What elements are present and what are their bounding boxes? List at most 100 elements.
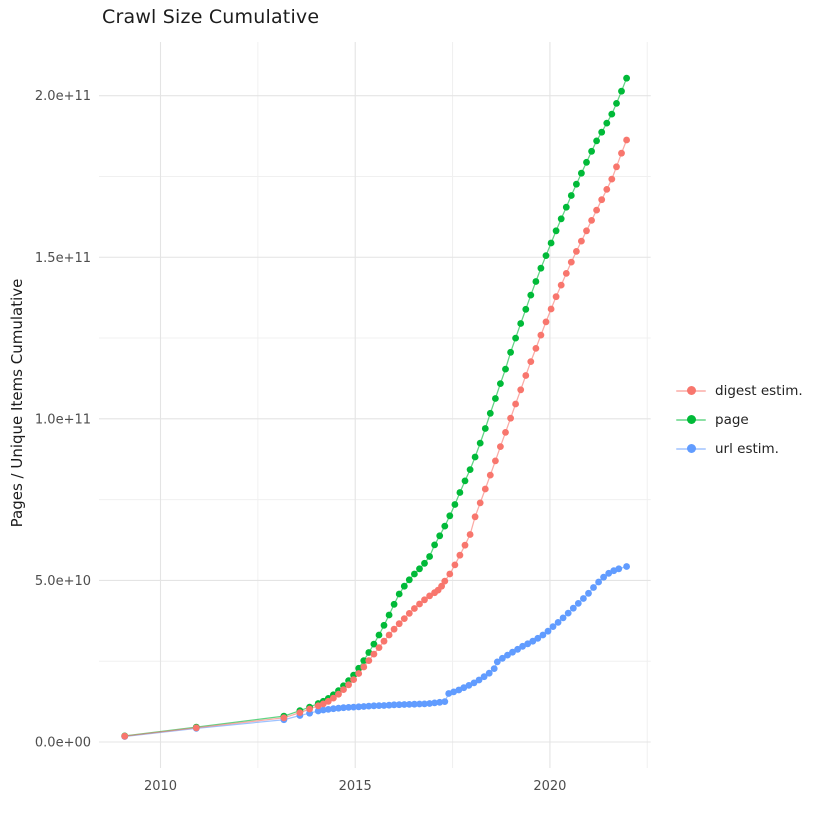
data-point-url-estim- [493,658,501,666]
data-point-page [557,215,565,223]
data-point-page [603,119,611,127]
data-point-page [446,512,454,520]
data-point-digest-estim- [603,186,611,193]
legend-key-url-icon [676,440,706,457]
data-point-page [476,439,484,447]
data-point-digest-estim- [296,709,304,716]
data-point-digest-estim- [335,690,342,698]
legend-label-digest-estim: digest estim. [715,382,803,399]
y-tick-label: 1.0e+11 [35,412,91,427]
data-point-url-estim- [470,679,478,687]
data-point-url-estim- [400,701,408,708]
data-point-url-estim- [485,669,493,677]
data-point-page [593,137,600,145]
data-point-page [461,477,469,485]
data-point-page [365,649,373,656]
data-point-url-estim- [559,614,567,622]
data-point-page [395,590,403,598]
y-axis-title: Pages / Unique Items Cumulative [8,278,26,528]
data-point-page [547,239,555,247]
data-point-digest-estim- [461,541,469,549]
data-point-url-estim- [350,703,357,711]
data-point-digest-estim- [421,596,428,604]
data-point-digest-estim- [532,345,540,352]
data-point-page [542,252,550,259]
data-point-digest-estim- [486,471,494,479]
data-point-url-estim- [524,640,532,648]
data-point-digest-estim- [350,676,357,683]
data-point-digest-estim- [345,681,352,689]
data-point-url-estim- [585,589,592,597]
x-tick-label: 2020 [533,779,566,794]
data-point-url-estim- [514,645,521,653]
data-point-page [436,532,444,540]
data-point-digest-estim- [192,724,200,732]
data-point-url-estim- [365,702,373,710]
data-point-digest-estim- [598,196,606,204]
data-point-digest-estim- [623,136,630,144]
data-point-page [416,565,423,573]
data-point-url-estim- [345,704,352,711]
data-point-digest-estim- [613,163,620,171]
data-point-digest-estim- [446,570,454,578]
data-point-page [552,227,560,235]
data-point-url-estim- [534,634,542,642]
data-point-page [492,395,499,402]
legend-label-url-estim: url estim. [715,440,779,457]
data-point-page [385,611,393,619]
data-point-digest-estim- [416,600,423,608]
y-tick-label: 5.0e+10 [35,574,91,589]
data-point-digest-estim- [608,175,616,183]
data-point-digest-estim- [517,386,525,394]
data-point-digest-estim- [466,531,474,538]
data-point-digest-estim- [314,702,322,710]
data-point-digest-estim- [578,237,585,245]
data-point-digest-estim- [492,457,499,465]
data-point-page [451,501,459,508]
data-point-page [598,128,606,136]
data-point-digest-estim- [340,686,347,693]
data-point-digest-estim- [385,631,393,639]
data-point-url-estim- [509,648,516,656]
data-point-url-estim- [370,702,378,710]
data-point-page [532,278,540,285]
data-point-digest-estim- [411,605,418,612]
data-point-digest-estim- [588,217,595,224]
data-point-digest-estim- [375,644,383,651]
data-point-url-estim- [480,673,488,681]
data-point-page [522,305,530,313]
data-point-page [583,158,590,166]
data-point-url-estim- [335,704,342,712]
legend-key-page-icon [676,411,706,428]
data-point-digest-estim- [451,561,459,569]
data-point-url-estim- [465,682,473,689]
data-point-url-estim- [554,619,562,626]
data-point-url-estim- [360,703,368,710]
data-point-url-estim- [490,665,498,672]
data-point-page [527,291,535,299]
data-point-digest-estim- [471,513,479,521]
data-point-page [375,631,383,639]
data-point-digest-estim- [395,620,403,628]
data-point-url-estim- [416,700,423,708]
data-point-page [567,192,575,199]
data-point-url-estim- [441,698,449,705]
legend-item-digest-estim: digest estim. [676,376,803,405]
chart-title: Crawl Size Cumulative [102,6,320,28]
data-point-url-estim- [623,563,630,570]
data-point-page [517,320,525,327]
legend-key-dot [686,444,696,453]
data-point-digest-estim- [370,650,378,658]
data-point-digest-estim- [456,551,464,559]
legend-item-url-estim: url estim. [676,434,803,463]
data-point-url-estim- [324,706,332,713]
data-point-digest-estim- [380,637,388,645]
data-point-url-estim- [355,703,363,711]
data-point-url-estim- [549,623,557,630]
data-point-page [588,147,595,155]
data-point-page [562,203,570,211]
data-point-digest-estim- [547,305,555,313]
data-point-page [481,425,489,432]
data-point-digest-estim- [537,331,545,339]
